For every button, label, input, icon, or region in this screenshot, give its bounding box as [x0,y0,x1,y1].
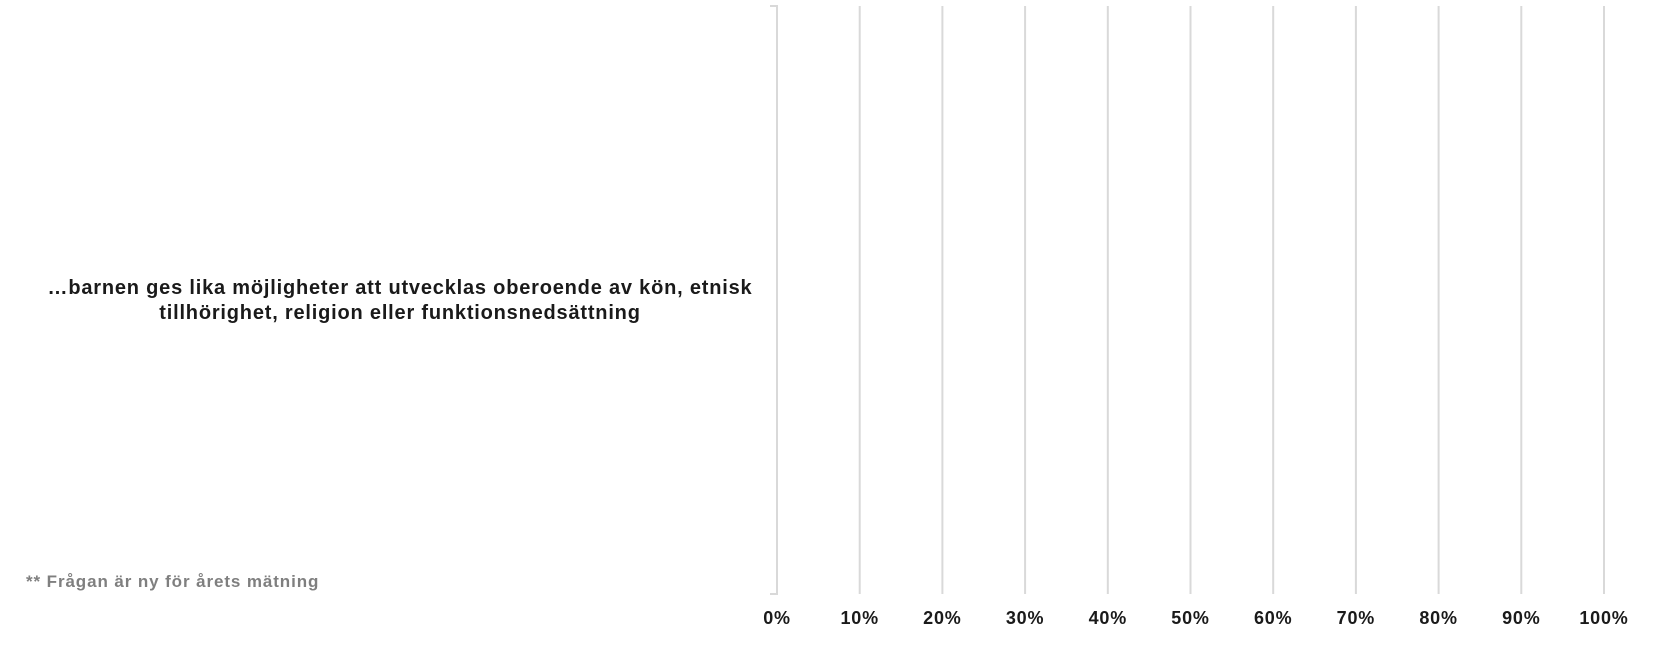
category-axis-line [770,5,778,595]
x-axis-tick-labels: 0% 10% 20% 30% 40% 50% 60% 70% 80% 90% 100% [763,608,1628,628]
x-tick-label-20: 20% [923,608,961,628]
x-tick-label-40: 40% [1089,608,1127,628]
x-tick-label-60: 60% [1254,608,1292,628]
x-tick-label-70: 70% [1337,608,1375,628]
x-tick-label-90: 90% [1502,608,1540,628]
x-tick-label-50: 50% [1171,608,1209,628]
x-tick-label-30: 30% [1006,608,1044,628]
category-label-line-1: …barnen ges lika möjligheter att utveckl… [47,277,753,299]
x-tick-label-0: 0% [763,608,791,628]
x-tick-label-10: 10% [840,608,878,628]
category-label-line-2: tillhörighet, religion eller funktionsne… [159,302,641,324]
category-label: …barnen ges lika möjligheter att utveckl… [30,276,770,326]
footnote: ** Frågan är ny för årets mätning [26,572,320,591]
x-tick-label-80: 80% [1419,608,1457,628]
x-tick-label-100: 100% [1579,608,1628,628]
gridlines [858,6,1605,594]
category-axis [770,5,778,595]
